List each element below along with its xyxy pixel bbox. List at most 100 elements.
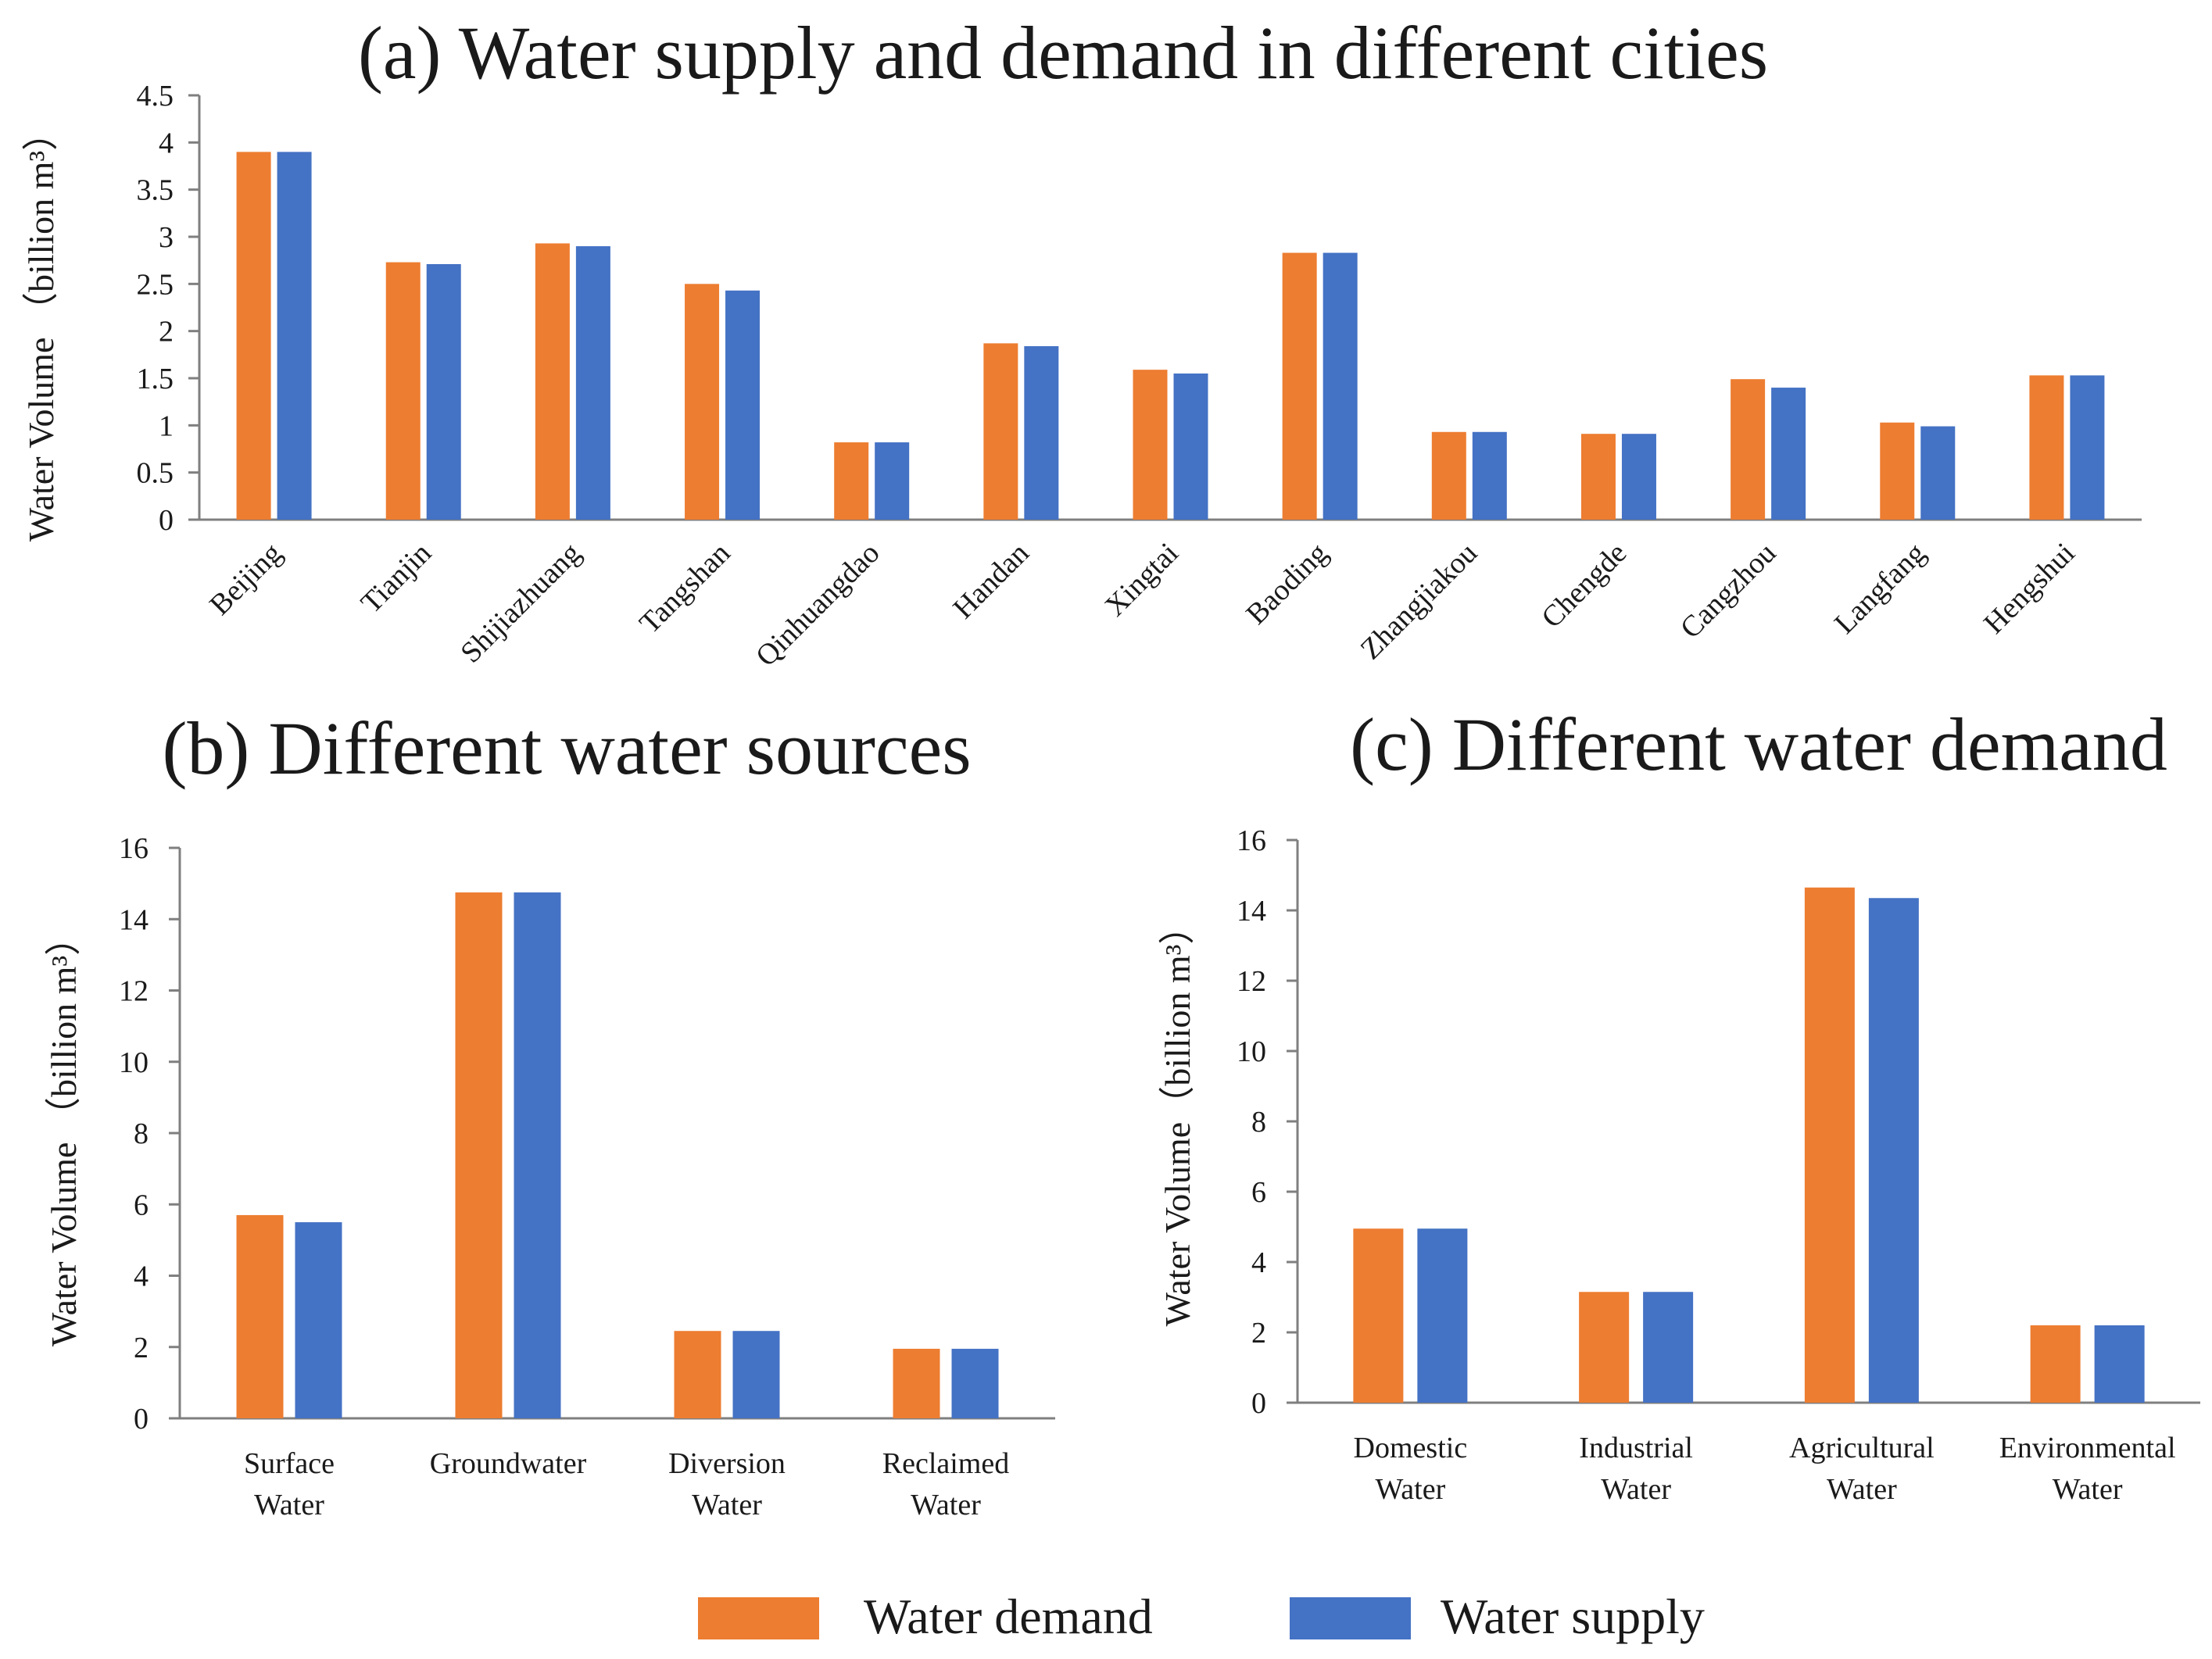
chart-a-plot: 0 0.5 1 1.5 2 2.5 3 3.5 4 4.5 Beijing Tianjin Shijia… xyxy=(137,80,2142,673)
chart-a-bar-supply xyxy=(1024,345,1059,520)
chart-b-y-tick-label: 16 xyxy=(119,832,149,865)
chart-c-bar-supply xyxy=(2094,1325,2145,1403)
chart-c-x-tick-label: Agricultural Water xyxy=(1789,1432,1935,1506)
chart-a-y-tick-label: 3 xyxy=(159,221,174,254)
chart-b-y-tick-label: 6 xyxy=(134,1189,149,1221)
chart-a-bar-supply xyxy=(1173,373,1208,520)
chart-b-bar-demand xyxy=(236,1214,284,1418)
chart-a-y-tick-label: 3.5 xyxy=(137,174,174,207)
chart-b-title: (b) Different water sources xyxy=(162,706,971,790)
chart-b-y-tick-label: 2 xyxy=(134,1332,149,1364)
chart-a-bar-demand xyxy=(685,284,720,520)
chart-c-y-axis-label: Water Volume（billion m³） xyxy=(1158,909,1197,1327)
chart-a-y-axis-label: Water Volume （billion m³） xyxy=(21,115,61,542)
chart-c-x-tick-label: Industrial Water xyxy=(1579,1432,1693,1506)
chart-b-y-axis-label: Water Volume （billion m³） xyxy=(44,920,84,1346)
chart-a-bar-supply xyxy=(1920,426,1956,520)
chart-a-bar-demand xyxy=(983,343,1018,520)
chart-a-y-tick-label: 4 xyxy=(159,127,174,159)
chart-a-bar-supply xyxy=(725,290,761,520)
chart-a-x-tick-label: Beijing xyxy=(203,537,288,622)
chart-a-y-tick-label: 2.5 xyxy=(137,268,174,301)
chart-c-y-tick-label: 12 xyxy=(1237,965,1266,998)
chart-a-x-tick-label: Xingtai xyxy=(1099,537,1185,623)
chart-a: (a) Water supply and demand in different… xyxy=(21,11,2142,673)
chart-c-plot: 0 2 4 6 8 10 12 14 16 Domestic Water Industrial Wate… xyxy=(1237,824,2200,1506)
chart-b-x-tick-label: Surface Water xyxy=(244,1447,335,1521)
chart-a-y-tick-label: 1 xyxy=(159,409,174,442)
chart-a-bar-demand xyxy=(1431,431,1466,520)
chart-a-bar-demand xyxy=(535,243,570,520)
chart-b-plot: 0 2 4 6 8 10 12 14 16 Surface Water Groundwater Dive… xyxy=(119,832,1055,1521)
chart-b-x-tick-label: Reclaimed Water xyxy=(882,1447,1009,1521)
legend: Water demand Water supply xyxy=(698,1589,1705,1644)
chart-b-bar-supply xyxy=(514,892,561,1418)
chart-c-x-tick-label: Environmental Water xyxy=(1999,1432,2176,1506)
chart-b-x-tick-label: Groundwater xyxy=(430,1447,587,1480)
chart-a-bar-demand xyxy=(236,152,271,520)
chart-a-bar-demand xyxy=(1580,434,1616,520)
chart-b-y-tick-label: 0 xyxy=(134,1403,149,1436)
chart-a-bar-demand xyxy=(1133,370,1168,520)
chart-b-y-tick-label: 14 xyxy=(119,903,149,936)
chart-b: (b) Different water sources Water Volume… xyxy=(44,706,1055,1521)
chart-c-bar-supply xyxy=(1643,1292,1694,1403)
chart-c-y-tick-label: 4 xyxy=(1251,1246,1266,1279)
chart-c-y-tick-label: 2 xyxy=(1251,1317,1266,1350)
chart-a-x-tick-label: Zhangjiakou xyxy=(1355,537,1484,667)
chart-a-bar-demand xyxy=(1880,422,1915,520)
chart-a-bar-supply xyxy=(1472,431,1507,520)
chart-b-y-tick-label: 10 xyxy=(119,1046,149,1079)
chart-a-x-tick-label: Baoding xyxy=(1240,537,1334,631)
chart-c-y-tick-label: 0 xyxy=(1251,1387,1266,1420)
chart-a-bar-supply xyxy=(277,152,312,520)
chart-b-bar-supply xyxy=(732,1331,780,1418)
chart-c: (c) Different water demand Water Volume（… xyxy=(1158,703,2200,1506)
chart-a-x-tick-label: Chengde xyxy=(1535,537,1633,635)
legend-swatch-demand xyxy=(698,1597,819,1639)
chart-a-y-tick-label: 1.5 xyxy=(137,363,174,395)
chart-c-x-tick-label: Domestic Water xyxy=(1354,1432,1468,1506)
chart-a-bar-demand xyxy=(1282,252,1317,520)
chart-c-bar-demand xyxy=(1353,1228,1404,1403)
chart-a-bar-supply xyxy=(875,442,910,520)
chart-c-y-tick-label: 10 xyxy=(1237,1035,1266,1068)
chart-a-y-tick-label: 0.5 xyxy=(137,457,174,490)
chart-c-bar-demand xyxy=(1804,887,1855,1403)
chart-a-y-tick-label: 2 xyxy=(159,316,174,349)
chart-c-title: (c) Different water demand xyxy=(1350,703,2167,786)
chart-a-x-tick-label: Shijiazhuang xyxy=(454,537,587,670)
chart-b-y-tick-label: 4 xyxy=(134,1260,149,1293)
chart-b-x-tick-label: Diversion Water xyxy=(668,1447,786,1521)
legend-label-demand: Water demand xyxy=(864,1589,1153,1644)
chart-a-x-tick-label: Langfang xyxy=(1828,537,1932,641)
chart-c-bar-supply xyxy=(1868,898,1919,1403)
chart-a-bar-supply xyxy=(575,246,610,520)
chart-a-bar-demand xyxy=(834,442,869,520)
chart-a-x-tick-label: Hengshui xyxy=(1978,537,2081,641)
chart-a-x-tick-label: Cangzhou xyxy=(1674,537,1783,645)
chart-b-y-tick-label: 8 xyxy=(134,1117,149,1150)
chart-c-y-tick-label: 14 xyxy=(1237,895,1266,928)
chart-a-x-tick-label: Handan xyxy=(947,537,1035,625)
chart-a-y-tick-label: 4.5 xyxy=(137,80,174,113)
chart-c-bar-supply xyxy=(1417,1228,1468,1403)
chart-a-x-tick-label: Tianjin xyxy=(355,537,438,620)
chart-a-y-tick-label: 0 xyxy=(159,504,174,537)
chart-c-y-tick-label: 6 xyxy=(1251,1176,1266,1209)
chart-b-bar-demand xyxy=(893,1349,940,1418)
chart-c-y-tick-label: 16 xyxy=(1237,824,1266,857)
chart-a-bar-supply xyxy=(1323,252,1358,520)
chart-a-bar-supply xyxy=(426,263,461,520)
chart-b-bar-demand xyxy=(674,1331,721,1418)
chart-a-x-tick-label: Qinhuangdao xyxy=(750,537,886,673)
chart-c-bar-demand xyxy=(1579,1292,1630,1403)
chart-b-bar-supply xyxy=(951,1349,999,1418)
legend-label-supply: Water supply xyxy=(1441,1589,1705,1644)
chart-a-bar-supply xyxy=(2070,375,2105,520)
chart-b-bar-supply xyxy=(295,1222,342,1418)
chart-b-bar-demand xyxy=(455,892,503,1418)
chart-a-bar-supply xyxy=(1621,434,1656,520)
chart-c-bar-demand xyxy=(2030,1325,2081,1403)
